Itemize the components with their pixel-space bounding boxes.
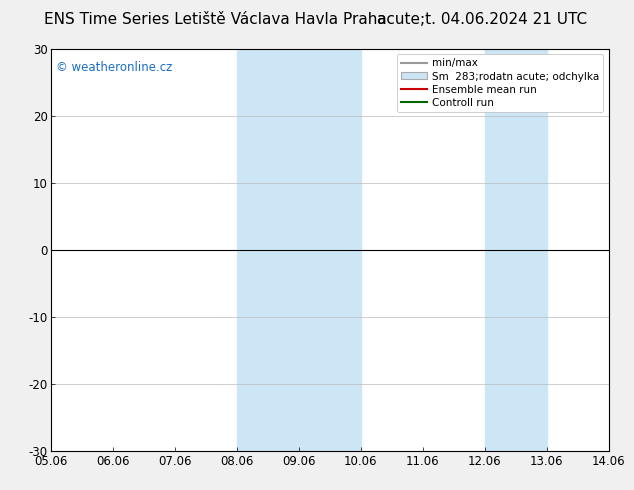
Text: ENS Time Series Letiště Václava Havla Praha: ENS Time Series Letiště Václava Havla Pr… — [44, 12, 387, 27]
Text: acute;t. 04.06.2024 21 UTC: acute;t. 04.06.2024 21 UTC — [377, 12, 587, 27]
Legend: min/max, Sm  283;rodatn acute; odchylka, Ensemble mean run, Controll run: min/max, Sm 283;rodatn acute; odchylka, … — [397, 54, 604, 112]
Bar — [236, 49, 361, 451]
Text: © weatheronline.cz: © weatheronline.cz — [56, 61, 172, 74]
Bar — [484, 49, 547, 451]
